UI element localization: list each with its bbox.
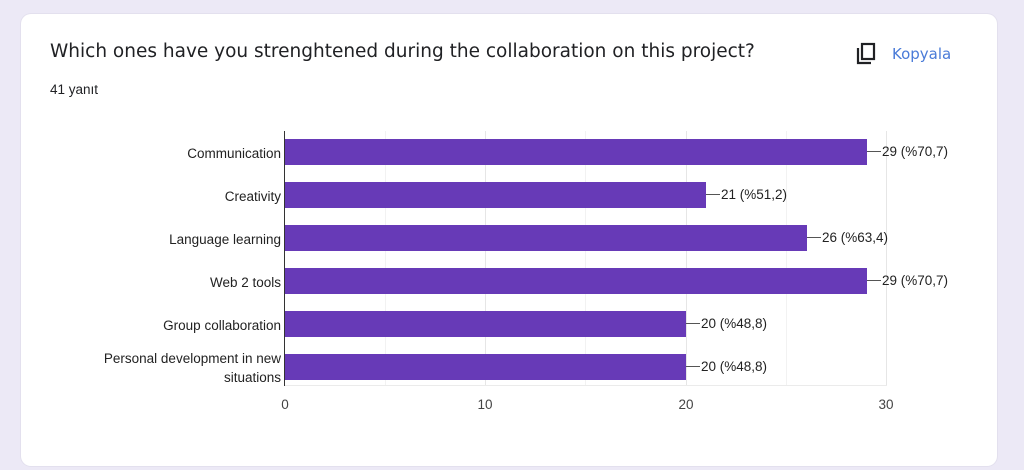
copy-icon xyxy=(856,42,876,65)
data-label: 26 (%63,4) xyxy=(807,230,888,245)
bar-creativity[interactable] xyxy=(285,182,706,208)
copy-label: Kopyala xyxy=(892,45,952,63)
gridline-20 xyxy=(686,131,687,386)
x-tick-label: 20 xyxy=(678,397,694,412)
bar-communication[interactable] xyxy=(285,139,867,165)
bar-web-2-tools[interactable] xyxy=(285,268,867,294)
category-label: Language learning xyxy=(169,232,281,247)
copy-chart-button[interactable]: Kopyala xyxy=(854,40,951,68)
gridline-30 xyxy=(886,131,887,386)
category-label: Personal development in new xyxy=(103,351,281,366)
data-label: 29 (%70,7) xyxy=(867,273,948,288)
gridline-minor xyxy=(585,131,586,386)
y-axis-line xyxy=(284,131,285,386)
category-label: Web 2 tools xyxy=(209,275,281,290)
gridline-minor xyxy=(385,131,386,386)
question-title: Which ones have you strenghtened during … xyxy=(50,41,755,62)
category-label: situations xyxy=(223,370,281,385)
x-tick-label: 30 xyxy=(878,397,894,412)
bar-language-learning[interactable] xyxy=(285,225,807,251)
response-count: 41 yanıt xyxy=(50,82,99,97)
gridline-10 xyxy=(485,131,486,386)
data-label: 29 (%70,7) xyxy=(867,144,948,159)
bar-group-collaboration[interactable] xyxy=(285,311,686,337)
category-label: Communication xyxy=(187,146,281,161)
data-label: 20 (%48,8) xyxy=(686,316,767,331)
x-tick-label: 10 xyxy=(477,397,493,412)
data-label: 20 (%48,8) xyxy=(686,359,767,374)
bar-personal-development[interactable] xyxy=(285,354,686,380)
gridline-minor xyxy=(786,131,787,386)
data-label: 21 (%51,2) xyxy=(706,187,787,202)
category-label: Creativity xyxy=(224,189,281,204)
x-axis-baseline xyxy=(285,385,887,386)
x-tick-label: 0 xyxy=(281,397,289,412)
category-label: Group collaboration xyxy=(163,318,281,333)
